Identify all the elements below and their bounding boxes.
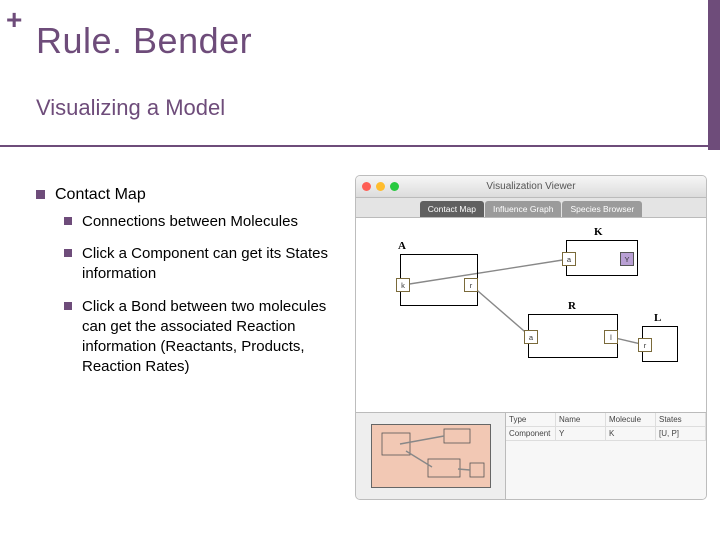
bullet-level2: Connections between Molecules <box>64 212 346 232</box>
zoom-icon[interactable] <box>390 182 399 191</box>
minimize-icon[interactable] <box>376 182 385 191</box>
table-header-row: Type Name Molecule States <box>506 413 706 427</box>
molecule-label: K <box>594 226 603 238</box>
bullet-list: Contact Map Connections between Molecule… <box>36 185 346 390</box>
thumbnail-panel <box>356 413 506 499</box>
col-name: Name <box>556 413 606 426</box>
bond-edge[interactable] <box>471 285 531 337</box>
molecule-label: A <box>398 240 406 252</box>
component-K_Y[interactable]: Y <box>620 252 634 266</box>
bullet-level2: Click a Bond between two molecules can g… <box>64 297 346 378</box>
component-R_a[interactable]: a <box>524 330 538 344</box>
bullet-text: Click a Component can get its States inf… <box>82 244 346 285</box>
visualization-window: Visualization Viewer Contact Map Influen… <box>355 175 707 500</box>
plus-icon: + <box>6 6 22 34</box>
component-L_r[interactable]: r <box>638 338 652 352</box>
slide-title: Rule. Bender <box>36 20 252 62</box>
tab-species-browser[interactable]: Species Browser <box>562 201 642 217</box>
tab-contact-map[interactable]: Contact Map <box>420 201 484 217</box>
bullet-marker-icon <box>64 217 72 225</box>
bullet-marker-icon <box>64 249 72 257</box>
window-titlebar: Visualization Viewer <box>356 176 706 198</box>
window-title: Visualization Viewer <box>486 181 575 192</box>
cell-molecule: K <box>606 427 656 440</box>
col-type: Type <box>506 413 556 426</box>
bullet-level1: Contact Map <box>36 185 346 206</box>
bullet-text: Connections between Molecules <box>82 212 298 232</box>
inspector-panel: Type Name Molecule States Component Y K … <box>356 413 706 499</box>
component-A_k[interactable]: k <box>396 278 410 292</box>
component-R_l[interactable]: l <box>604 330 618 344</box>
col-states: States <box>656 413 706 426</box>
component-table: Type Name Molecule States Component Y K … <box>506 413 706 499</box>
bullet-text: Click a Bond between two molecules can g… <box>82 297 346 378</box>
accent-bar <box>708 0 720 150</box>
cell-states: [U, P] <box>656 427 706 440</box>
slide-subtitle: Visualizing a Model <box>36 95 225 121</box>
component-A_r[interactable]: r <box>464 278 478 292</box>
contact-map-canvas[interactable]: A K R Lk r a Ya l r <box>356 218 706 413</box>
component-K_a[interactable]: a <box>562 252 576 266</box>
cell-type: Component <box>506 427 556 440</box>
table-row[interactable]: Component Y K [U, P] <box>506 427 706 441</box>
close-icon[interactable] <box>362 182 371 191</box>
cell-name: Y <box>556 427 606 440</box>
bullet-text: Contact Map <box>55 185 146 206</box>
molecule-label: L <box>654 312 661 324</box>
bullet-level2: Click a Component can get its States inf… <box>64 244 346 285</box>
thumbnail-image <box>371 424 491 488</box>
bullet-marker-icon <box>36 190 45 199</box>
tab-influence-graph[interactable]: Influence Graph <box>485 201 561 217</box>
viewer-tabs: Contact Map Influence Graph Species Brow… <box>356 198 706 218</box>
col-molecule: Molecule <box>606 413 656 426</box>
bullet-marker-icon <box>64 302 72 310</box>
molecule-label: R <box>568 300 576 312</box>
accent-line <box>0 145 720 147</box>
